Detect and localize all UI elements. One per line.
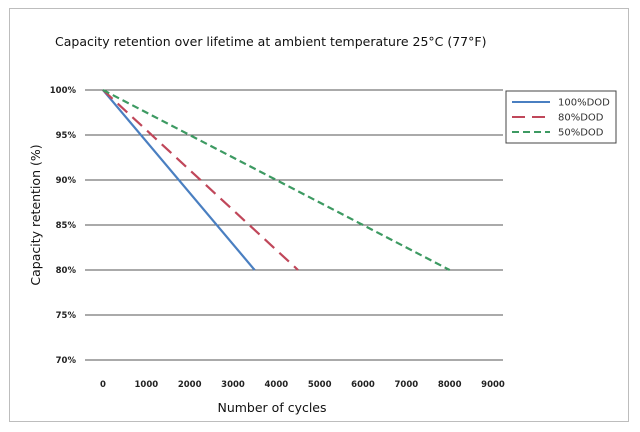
legend-box (505, 90, 617, 144)
series-line-100pctdod (102, 89, 256, 271)
y-tick-labels: 100% 95% 90% 85% 80% 75% 70% (50, 86, 77, 366)
legend-label: 80%DOD (558, 113, 604, 124)
series-line-50pctdod (102, 89, 451, 271)
legend-label: 50%DOD (558, 128, 604, 139)
x-tick-label: 0 (100, 380, 106, 390)
x-tick-label: 5000 (308, 380, 332, 390)
y-tick-label: 90% (56, 176, 77, 186)
series-lines (102, 89, 451, 271)
x-tick-label: 3000 (221, 380, 245, 390)
x-tick-label: 7000 (394, 380, 418, 390)
x-axis-label: Number of cycles (217, 400, 326, 415)
x-tick-label: 6000 (351, 380, 375, 390)
x-tick-label: 8000 (438, 380, 462, 390)
chart-frame (9, 8, 629, 422)
legend: 100%DOD 80%DOD 50%DOD (505, 90, 617, 144)
x-tick-labels: 0 1000 2000 3000 4000 5000 6000 7000 8000 9000 (100, 380, 505, 390)
y-tick-label: 85% (56, 221, 77, 231)
x-tick-label: 1000 (134, 380, 158, 390)
y-tick-label: 75% (56, 311, 77, 321)
grid-lines (85, 89, 503, 361)
y-tick-label: 100% (50, 86, 77, 96)
legend-label: 100%DOD (558, 98, 610, 109)
y-tick-label: 95% (56, 131, 77, 141)
x-tick-label: 9000 (481, 380, 505, 390)
x-tick-label: 2000 (178, 380, 202, 390)
series-line-80pctdod (102, 89, 299, 271)
y-axis-label: Capacity retention (%) (28, 144, 43, 285)
y-tick-label: 70% (56, 356, 77, 366)
x-tick-label: 4000 (264, 380, 288, 390)
chart-title: Capacity retention over lifetime at ambi… (55, 34, 486, 49)
y-tick-label: 80% (56, 266, 77, 276)
